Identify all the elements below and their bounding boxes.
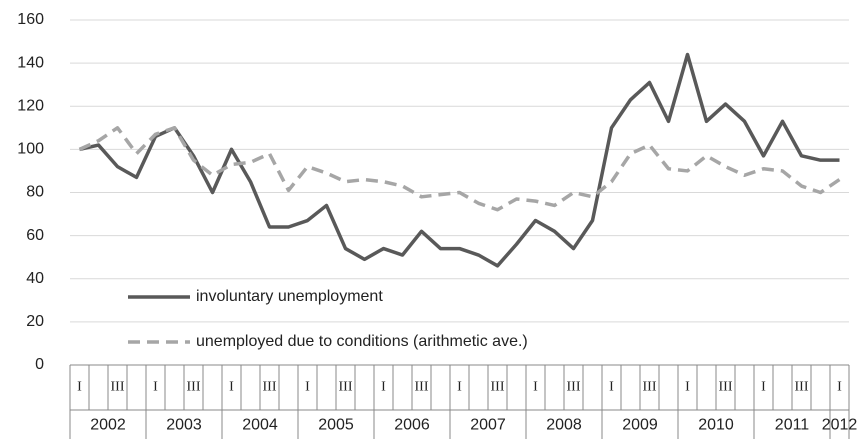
x-tick-label: III [719, 380, 733, 395]
x-tick-label: I [305, 380, 310, 395]
y-tick-label: 160 [17, 11, 44, 28]
x-tick-label: III [187, 380, 201, 395]
x-tick-label: III [415, 380, 429, 395]
year-label: 2008 [546, 417, 582, 434]
year-label: 2006 [394, 417, 430, 434]
x-tick-label: III [795, 380, 809, 395]
x-tick-label: I [609, 380, 614, 395]
x-tick-label: I [533, 380, 538, 395]
y-tick-label: 40 [26, 270, 44, 287]
year-label: 2009 [622, 417, 658, 434]
y-tick-label: 100 [17, 141, 44, 158]
x-tick-label: III [263, 380, 277, 395]
x-tick-label: I [457, 380, 462, 395]
y-tick-label: 140 [17, 54, 44, 71]
year-label: 2003 [166, 417, 202, 434]
x-tick-label: I [761, 380, 766, 395]
year-label: 2002 [90, 417, 126, 434]
x-tick-label: III [111, 380, 125, 395]
year-label: 2012 [822, 417, 858, 434]
year-label: 2010 [698, 417, 734, 434]
year-label: 2007 [470, 417, 506, 434]
x-tick-label: III [643, 380, 657, 395]
y-tick-label: 80 [26, 184, 44, 201]
x-tick-label: I [153, 380, 158, 395]
series-line [78, 126, 841, 212]
x-tick-label: III [339, 380, 353, 395]
legend-label: unemployed due to conditions (arithmetic… [196, 333, 528, 350]
x-tick-label: I [229, 380, 234, 395]
x-tick-label: I [685, 380, 690, 395]
year-label: 2005 [318, 417, 354, 434]
x-tick-label: III [567, 380, 581, 395]
y-tick-label: 60 [26, 227, 44, 244]
x-tick-label: I [381, 380, 386, 395]
y-tick-label: 120 [17, 97, 44, 114]
year-label: 2011 [775, 417, 810, 434]
x-tick-label: I [77, 380, 82, 395]
x-tick-label: I [837, 380, 842, 395]
x-tick-label: III [491, 380, 505, 395]
legend-label: involuntary unemployment [196, 288, 383, 305]
year-label: 2004 [242, 417, 278, 434]
y-tick-label: 20 [26, 313, 44, 330]
series-line [79, 52, 840, 268]
y-tick-label: 0 [35, 356, 44, 373]
